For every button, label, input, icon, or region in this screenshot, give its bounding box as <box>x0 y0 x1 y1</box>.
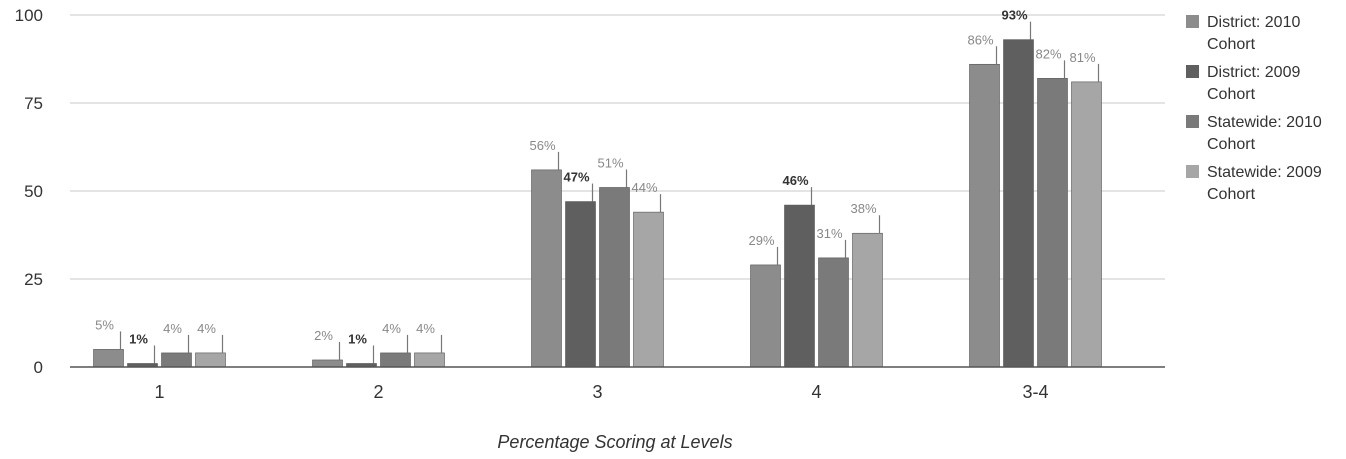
bar <box>531 169 562 368</box>
y-tick-label: 50 <box>24 182 43 201</box>
bar <box>1071 81 1102 368</box>
bar <box>414 352 445 368</box>
data-label: 1% <box>348 331 367 346</box>
legend-swatch <box>1186 115 1199 128</box>
bar <box>969 63 1000 368</box>
legend-item: Statewide: 2010 Cohort <box>1186 112 1336 156</box>
legend: District: 2010 Cohort District: 2009 Coho… <box>1186 12 1336 212</box>
data-label: 86% <box>967 32 993 47</box>
legend-swatch <box>1186 165 1199 178</box>
bar <box>1037 78 1068 368</box>
bar <box>195 352 226 368</box>
data-label: 4% <box>163 321 182 336</box>
x-tick-label: 1 <box>154 382 164 402</box>
data-label: 93% <box>1001 8 1027 23</box>
data-label: 31% <box>816 226 842 241</box>
bar <box>852 232 883 368</box>
y-tick-label: 100 <box>15 6 43 25</box>
data-label: 29% <box>748 233 774 248</box>
bar <box>599 187 630 368</box>
legend-swatch <box>1186 65 1199 78</box>
data-label: 81% <box>1069 50 1095 65</box>
x-tick-label: 4 <box>811 382 821 402</box>
data-labels: 5% 1% 4% 4% 2% 1% 4% 4% 56% 47% 51% 44% 29% 46% 31% 38%… <box>95 8 1096 347</box>
x-tick-label: 2 <box>373 382 383 402</box>
data-label: 4% <box>197 321 216 336</box>
legend-item: District: 2009 Cohort <box>1186 62 1336 106</box>
axes: 0 25 50 75 100 1 2 3 4 3-4 <box>15 6 1165 402</box>
x-tick-label: 3 <box>592 382 602 402</box>
legend-label: District: 2010 Cohort <box>1207 14 1301 53</box>
bar <box>750 264 781 368</box>
bars <box>93 21 1102 368</box>
data-label: 82% <box>1035 46 1061 61</box>
bar <box>565 201 596 368</box>
data-label: 38% <box>850 201 876 216</box>
data-label: 5% <box>95 317 114 332</box>
data-label: 51% <box>597 155 623 170</box>
bar <box>161 352 192 368</box>
legend-label: Statewide: 2009 Cohort <box>1207 164 1322 203</box>
legend-swatch <box>1186 15 1199 28</box>
bar <box>380 352 411 368</box>
bar <box>784 204 815 368</box>
bar <box>312 359 343 368</box>
data-label: 4% <box>382 321 401 336</box>
data-label: 4% <box>416 321 435 336</box>
legend-label: Statewide: 2010 Cohort <box>1207 114 1322 153</box>
data-label: 44% <box>631 180 657 195</box>
bar <box>1003 39 1034 368</box>
legend-label: District: 2009 Cohort <box>1207 64 1301 103</box>
bar <box>818 257 849 368</box>
bar <box>93 349 124 368</box>
x-axis-title: Percentage Scoring at Levels <box>497 432 732 452</box>
bar <box>633 211 664 368</box>
legend-item: District: 2010 Cohort <box>1186 12 1336 56</box>
y-tick-label: 25 <box>24 270 43 289</box>
data-label: 1% <box>129 331 148 346</box>
data-label: 2% <box>314 328 333 343</box>
data-label: 46% <box>782 173 808 188</box>
data-label: 47% <box>563 170 589 185</box>
x-tick-label: 3-4 <box>1022 382 1048 402</box>
legend-item: Statewide: 2009 Cohort <box>1186 162 1336 206</box>
y-tick-label: 75 <box>24 94 43 113</box>
y-tick-label: 0 <box>34 358 43 377</box>
data-label: 56% <box>529 138 555 153</box>
